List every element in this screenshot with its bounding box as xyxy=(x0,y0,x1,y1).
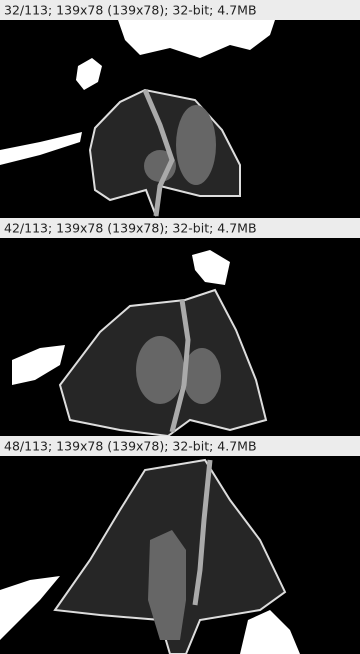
image-window: 42/113; 139x78 (139x78); 32-bit; 4.7MB xyxy=(0,218,360,436)
header-text: 48/113; 139x78 (139x78); 32-bit; 4.7MB xyxy=(4,439,257,454)
gray-region xyxy=(136,336,184,404)
header-text: 42/113; 139x78 (139x78); 32-bit; 4.7MB xyxy=(4,221,257,236)
gray-region xyxy=(176,105,216,185)
image-window: 32/113; 139x78 (139x78); 32-bit; 4.7MB xyxy=(0,0,360,218)
page: {"panels": [ {"header": "32/113; 139x78 … xyxy=(0,0,360,654)
header-text: 32/113; 139x78 (139x78); 32-bit; 4.7MB xyxy=(4,3,257,18)
image-stack-view: 32/113; 139x78 (139x78); 32-bit; 4.7MB 4… xyxy=(0,0,360,654)
image-window: 48/113; 139x78 (139x78); 32-bit; 4.7MB xyxy=(0,436,360,654)
